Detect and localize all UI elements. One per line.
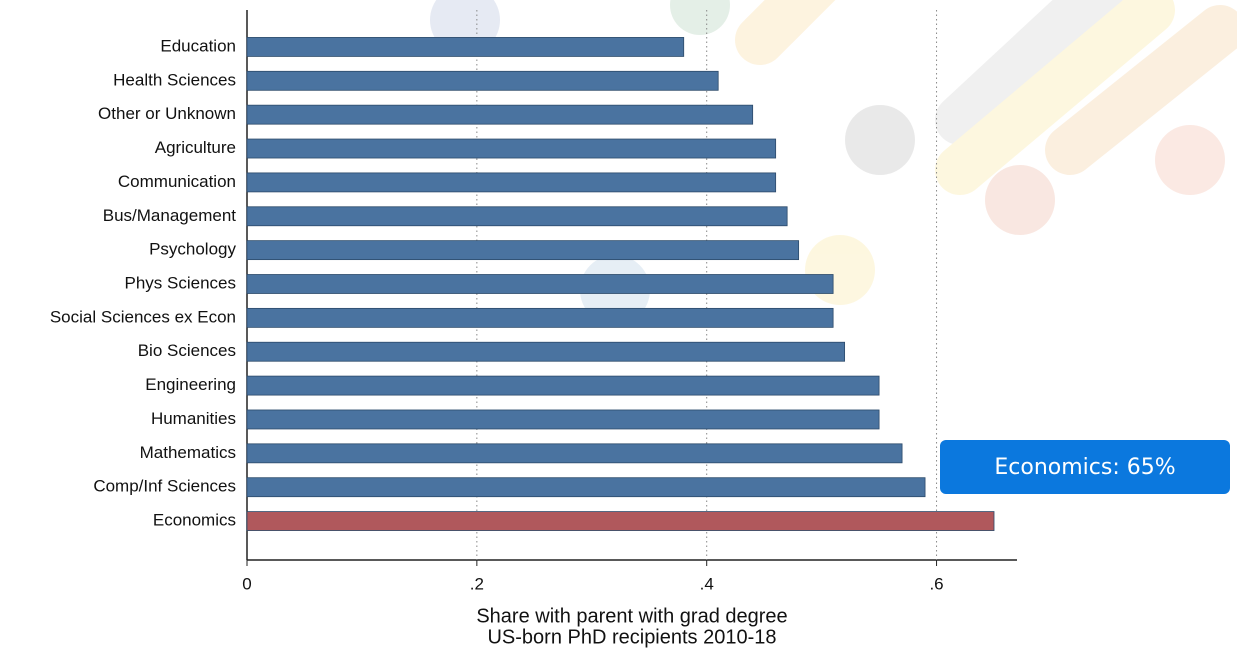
y-tick-label: Education	[160, 36, 236, 55]
background-decoration	[430, 0, 1237, 325]
bar	[246, 206, 788, 227]
bar	[246, 70, 719, 91]
y-tick-label: Mathematics	[140, 443, 236, 462]
y-tick-label: Humanities	[151, 409, 236, 428]
x-tick-label: .6	[929, 574, 943, 593]
x-tick-label: .2	[470, 574, 484, 593]
y-tick-label: Economics	[153, 511, 236, 530]
bar	[246, 443, 903, 464]
bar	[246, 172, 777, 193]
x-tick-label: 0	[242, 574, 251, 593]
y-tick-label: Communication	[118, 172, 236, 191]
bar	[246, 240, 800, 261]
x-axis-label: Share with parent with grad degree	[476, 605, 787, 627]
bar	[246, 104, 754, 125]
bar	[246, 477, 926, 498]
annotation: Economics: 65%	[994, 455, 1175, 480]
y-tick-label: Comp/Inf Sciences	[93, 477, 236, 496]
y-tick-label: Other or Unknown	[98, 104, 236, 123]
y-tick-label: Health Sciences	[113, 70, 236, 89]
bar	[246, 511, 995, 531]
y-tick-label: Agriculture	[155, 138, 236, 157]
bar	[246, 274, 834, 294]
y-tick-label: Bus/Management	[103, 206, 237, 225]
y-tick-label: Psychology	[149, 240, 236, 259]
annotation-box	[940, 440, 1230, 494]
bar	[246, 307, 834, 328]
bar	[246, 341, 846, 362]
y-tick-label: Phys Sciences	[125, 273, 237, 292]
x-tick-label: .4	[700, 574, 714, 593]
y-tick-label: Bio Sciences	[138, 341, 236, 360]
x-axis-label: US-born PhD recipients 2010-18	[487, 626, 776, 648]
bar	[246, 375, 880, 396]
y-tick-label: Social Sciences ex Econ	[50, 307, 236, 326]
bar	[246, 37, 685, 57]
bar	[246, 138, 777, 159]
bar	[246, 409, 880, 430]
y-tick-label: Engineering	[145, 375, 236, 394]
